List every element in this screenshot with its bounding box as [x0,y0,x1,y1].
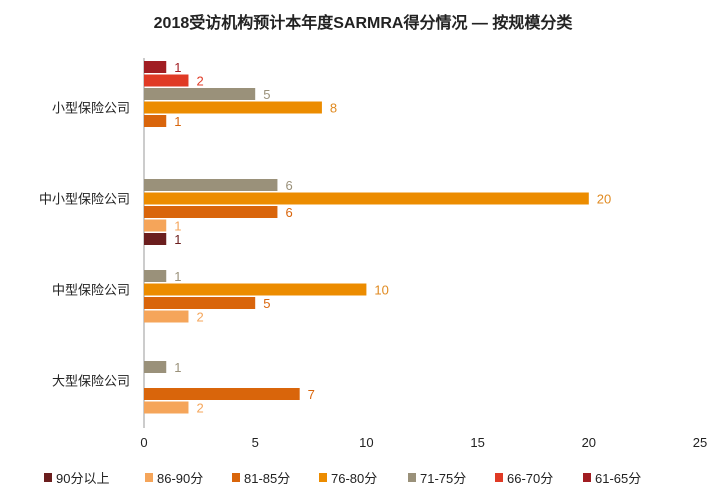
data-label: 6 [285,178,292,193]
category-label: 大型保险公司 [52,374,130,389]
category-label: 中小型保险公司 [39,192,130,207]
legend-label: 71-75分 [420,471,466,486]
data-label: 8 [330,101,337,116]
chart-title: 2018受访机构预计本年度SARMRA得分情况 — 按规模分类 [154,13,574,32]
bar [144,206,278,218]
data-label: 1 [174,114,181,129]
data-label: 6 [285,205,292,220]
legend-swatch [44,473,52,482]
legend-label: 86-90分 [157,471,203,486]
bar [144,115,167,127]
legend-label: 66-70分 [507,471,553,486]
x-tick-label: 10 [359,435,373,450]
data-label: 7 [308,387,315,402]
data-label: 2 [196,74,203,89]
bar [144,310,189,323]
legend-label: 90分以上 [56,471,109,486]
data-label: 1 [174,60,181,75]
bar [144,270,167,282]
bar [144,179,278,191]
legend-swatch [232,473,240,482]
legend-label: 81-85分 [244,471,290,486]
data-label: 5 [263,87,270,102]
category-label: 中型保险公司 [52,283,130,298]
data-label: 1 [174,360,181,375]
legend-swatch [495,473,503,482]
bar [144,233,167,245]
data-label: 1 [174,232,181,247]
x-tick-label: 5 [252,435,259,450]
x-tick-label: 20 [582,435,596,450]
data-label: 2 [196,310,203,325]
legend-label: 76-80分 [331,471,377,486]
legend-swatch [319,473,327,482]
data-label: 1 [174,219,181,234]
bar [144,88,256,100]
legend-swatch [583,473,591,482]
data-label: 1 [174,269,181,284]
bar [144,388,300,400]
data-label: 20 [597,192,611,207]
bar [144,74,189,87]
category-label: 小型保险公司 [52,101,130,116]
legend-label: 61-65分 [595,471,641,486]
bar [144,361,167,373]
x-tick-label: 0 [140,435,147,450]
bar [144,219,167,232]
data-label: 10 [374,283,388,298]
x-tick-label: 15 [470,435,484,450]
x-tick-label: 25 [693,435,707,450]
bar [144,297,256,309]
bar [144,401,189,414]
data-label: 2 [196,401,203,416]
legend-swatch [145,473,153,482]
data-label: 5 [263,296,270,311]
bar [144,283,367,296]
bar [144,192,589,205]
bar [144,101,322,114]
legend-swatch [408,473,416,482]
bar [144,61,167,73]
